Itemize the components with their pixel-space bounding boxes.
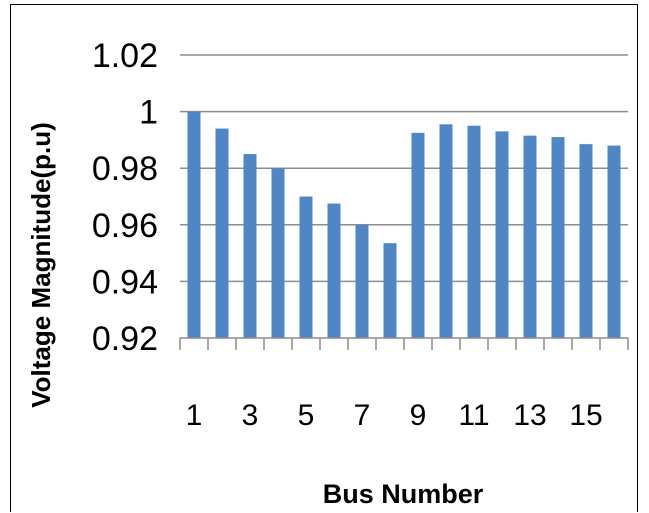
bar-bus-1: [187, 111, 201, 338]
bar-bus-16: [607, 145, 621, 338]
bar-bus-9: [411, 132, 425, 338]
x-tick-label: 3: [242, 399, 259, 432]
x-axis: [179, 337, 629, 350]
bars: [187, 111, 621, 339]
bar-bus-3: [243, 154, 257, 338]
bar-bus-7: [355, 224, 369, 338]
x-tick-label: 11: [458, 399, 489, 432]
x-tick-label: 13: [513, 399, 546, 432]
bar-bus-4: [271, 168, 285, 338]
x-tick-label: 5: [298, 399, 315, 432]
bar-bus-6: [327, 203, 341, 338]
y-axis-label: Voltage Magnitude(p.u): [26, 122, 56, 408]
y-tick-labels: 0.92 0.94 0.96 0.98 1 1.02: [92, 37, 158, 358]
x-tick-label: 1: [186, 399, 203, 432]
y-tick-label: 0.92: [92, 320, 158, 358]
y-tick-label: 0.96: [92, 207, 158, 245]
y-tick-label: 1.02: [92, 37, 158, 75]
bar-bus-8: [383, 243, 397, 338]
y-tick-label: 0.98: [92, 150, 158, 188]
bar-bus-14: [551, 137, 565, 338]
x-tick-label: 7: [354, 399, 371, 432]
x-tick-label: 9: [410, 399, 427, 432]
bar-bus-10: [439, 124, 453, 339]
bar-bus-12: [495, 131, 509, 338]
y-tick-label: 1: [139, 94, 158, 132]
bar-bus-5: [299, 196, 313, 338]
bar-bus-2: [215, 128, 229, 338]
bar-bus-11: [467, 125, 481, 338]
x-axis-label: Bus Number: [323, 479, 484, 509]
y-tick-label: 0.94: [92, 263, 158, 301]
bar-bus-13: [523, 135, 537, 338]
x-tick-labels: 1 3 5 7 9 11 13 15: [186, 399, 603, 432]
bar-bus-15: [579, 144, 593, 338]
x-tick-label: 15: [569, 399, 602, 432]
